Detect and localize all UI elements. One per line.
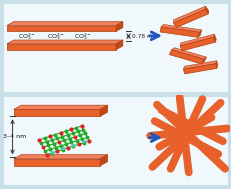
Polygon shape — [116, 22, 122, 31]
Polygon shape — [14, 155, 107, 159]
Polygon shape — [205, 6, 208, 14]
Polygon shape — [161, 24, 201, 32]
Polygon shape — [7, 44, 116, 50]
Polygon shape — [7, 26, 116, 31]
Polygon shape — [215, 61, 217, 68]
Text: CO$_3^{2-}$: CO$_3^{2-}$ — [18, 31, 36, 42]
Polygon shape — [179, 34, 213, 46]
Polygon shape — [7, 22, 122, 26]
Polygon shape — [179, 37, 215, 51]
Text: CO$_3^{2-}$: CO$_3^{2-}$ — [74, 31, 92, 42]
Polygon shape — [173, 9, 208, 28]
Polygon shape — [182, 64, 216, 74]
Polygon shape — [100, 105, 107, 116]
Polygon shape — [182, 61, 216, 69]
Polygon shape — [159, 27, 198, 37]
Polygon shape — [201, 57, 206, 64]
Polygon shape — [100, 155, 107, 166]
FancyBboxPatch shape — [3, 3, 228, 93]
Text: 0.78 nm: 0.78 nm — [131, 34, 156, 39]
Polygon shape — [7, 40, 122, 44]
Polygon shape — [171, 48, 206, 59]
Polygon shape — [197, 30, 201, 37]
Text: CO$_3^{2-}$: CO$_3^{2-}$ — [46, 31, 65, 42]
Polygon shape — [14, 105, 107, 109]
Polygon shape — [213, 34, 215, 42]
Polygon shape — [116, 40, 122, 50]
Text: 3–4 nm: 3–4 nm — [3, 134, 26, 139]
Polygon shape — [14, 109, 100, 116]
Polygon shape — [169, 50, 203, 64]
Polygon shape — [14, 159, 100, 166]
FancyBboxPatch shape — [3, 96, 228, 186]
Polygon shape — [173, 6, 205, 23]
